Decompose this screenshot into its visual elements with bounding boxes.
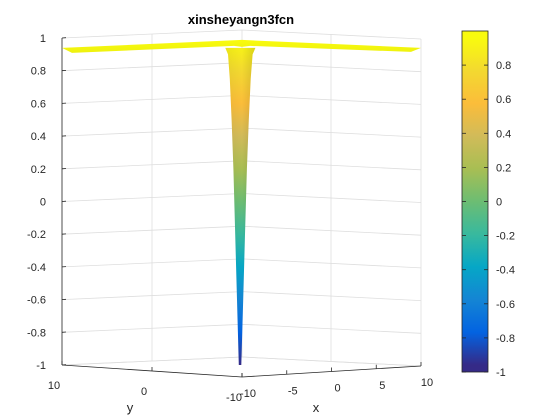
colorbar-tick-label: 0.4 [496,128,511,140]
surface [62,39,421,366]
colorbar: -1 -0.8 -0.6 -0.4 -0.2 0 0.2 0.4 0.6 0.8 [461,30,515,379]
grid-line-floor [61,356,422,367]
colorbar-tick-label: -0.4 [496,265,515,277]
x-axis-ticks: -10 -5 0 5 10 [240,362,433,400]
z-axis-ticks: -1 -0.8 -0.6 -0.4 -0.2 0 0.2 0.4 0.6 0.8 1 [27,33,67,372]
z-tick-label: 1 [40,33,46,45]
colorbar-tick-label: 0.2 [496,162,511,174]
z-tick-label: -0.2 [27,229,46,241]
x-tick-label: -10 [240,388,256,400]
x-tick-label: -5 [288,385,298,397]
surface-plateau [62,39,421,53]
colorbar-tick-label: -0.6 [496,299,515,311]
grid-line-z [61,29,422,40]
x-tick-label: 10 [421,377,433,389]
surface-spike-shading [225,47,256,366]
chart-title: xinsheyangn3fcn [188,12,294,27]
z-tick-label: 0.4 [31,131,46,143]
x-tick-label: 5 [379,380,385,392]
colorbar-tick-label: 0.6 [496,94,511,106]
x-axis-label: x [313,400,320,415]
colorbar-tick-label: -0.2 [496,231,515,243]
y-tick-label: -10 [226,392,242,404]
colorbar-tick-label: -0.8 [496,333,515,345]
y-axis-ticks: -10 0 10 [48,361,243,404]
z-tick-label: 0 [40,197,46,209]
y-tick-label: 0 [141,386,147,398]
z-tick-label: 0.6 [31,98,46,110]
z-tick-label: -0.8 [27,327,46,339]
z-tick-label: -0.4 [27,262,46,274]
y-tick-label: 10 [48,380,60,392]
colorbar-ticks: -1 -0.8 -0.6 -0.4 -0.2 0 0.2 0.4 0.6 0.8 [462,60,515,379]
z-tick-label: -0.6 [27,295,46,307]
grid-line-z [61,356,422,367]
z-tick-label: 0.2 [31,164,46,176]
z-tick-label: 0.8 [31,66,46,78]
x-tick-label: 0 [334,383,340,395]
y-axis-label: y [127,400,134,415]
colorbar-tick-label: 0.8 [496,60,511,72]
z-tick-label: -1 [36,360,46,372]
colorbar-tick-label: -1 [496,367,506,379]
colorbar-tick-label: 0 [496,197,502,209]
